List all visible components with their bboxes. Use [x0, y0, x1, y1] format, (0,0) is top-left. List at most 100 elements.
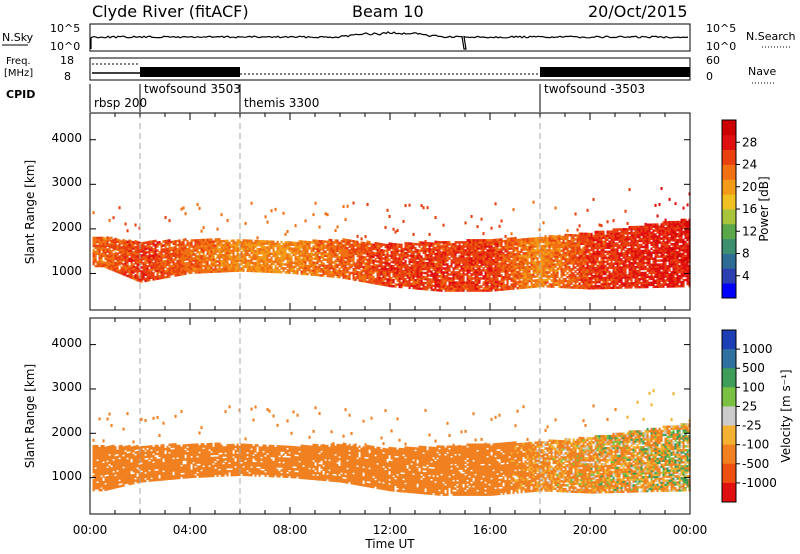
power-cell: [336, 247, 339, 250]
power-cell: [452, 277, 455, 280]
power-cell: [130, 260, 133, 263]
power-cell: [138, 259, 141, 263]
power-cell: [268, 258, 271, 261]
power-cell: [552, 235, 555, 238]
power-cell: [380, 261, 383, 264]
power-cell: [504, 255, 507, 259]
power-cell: [456, 251, 459, 254]
power-cell: [500, 240, 503, 243]
power-cell: [334, 251, 337, 254]
power-cell: [328, 260, 331, 264]
power-cell: [464, 281, 467, 284]
power-cell: [362, 243, 365, 247]
power-cell: [318, 225, 321, 229]
power-cell: [368, 246, 371, 250]
power-cell: [540, 266, 543, 270]
power-cell: [142, 247, 145, 251]
power-cell: [166, 259, 169, 263]
power-cell: [444, 257, 447, 260]
power-cell: [426, 256, 429, 259]
power-cell: [370, 247, 373, 250]
power-cell: [264, 215, 267, 219]
power-cell: [226, 255, 229, 259]
power-cell: [194, 245, 197, 248]
power-cell: [456, 241, 459, 244]
power-cell: [320, 254, 323, 257]
power-cell: [326, 268, 329, 272]
power-cell: [166, 247, 169, 251]
power-cell: [156, 259, 159, 262]
power-cell: [146, 279, 149, 282]
power-cell: [130, 268, 133, 271]
power-cell: [110, 254, 113, 257]
power-cell: [554, 247, 557, 250]
power-cell: [554, 237, 557, 240]
power-cell: [376, 242, 379, 245]
power-cell: [170, 246, 173, 250]
power-cell: [312, 271, 315, 274]
power-cell: [466, 289, 469, 292]
power-cell: [428, 270, 431, 273]
power-cell: [392, 227, 395, 231]
power-cell: [532, 251, 535, 254]
power-cell: [142, 249, 145, 253]
power-cell: [330, 255, 333, 258]
power-cell: [492, 273, 495, 276]
power-cell: [458, 265, 461, 268]
power-cell: [112, 268, 115, 272]
power-cell: [362, 273, 365, 277]
power-cell: [348, 251, 351, 254]
power-cell: [280, 257, 283, 260]
power-cell: [450, 287, 453, 290]
power-cell: [214, 250, 217, 253]
power-cell: [260, 260, 263, 263]
power-cell: [330, 271, 333, 274]
power-cell: [204, 258, 207, 262]
power-cell: [392, 255, 395, 258]
power-cell: [538, 240, 541, 244]
power-cell: [496, 272, 499, 276]
power-cell: [240, 247, 243, 250]
power-cell: [522, 276, 525, 279]
power-cell: [140, 254, 143, 257]
power-cell: [228, 257, 231, 261]
power-cell: [464, 285, 467, 288]
power-cell: [164, 262, 167, 265]
power-cell: [368, 264, 371, 268]
power-cell: [514, 271, 517, 274]
power-cell: [430, 260, 433, 263]
power-cell: [560, 235, 563, 239]
power-cell: [444, 283, 447, 286]
power-cell: [304, 242, 307, 246]
power-cell: [522, 260, 525, 263]
power-cell: [538, 228, 541, 232]
power-cell: [462, 267, 465, 270]
power-cell: [546, 245, 549, 248]
power-cell: [500, 274, 503, 277]
power-cell: [96, 246, 99, 250]
power-cell: [240, 251, 243, 254]
power-cell: [308, 263, 311, 266]
power-cell: [192, 245, 195, 248]
power-cell: [596, 264, 599, 268]
power-cell: [128, 259, 131, 262]
power-cell: [224, 253, 227, 257]
power-cell: [224, 261, 227, 265]
power-cell: [344, 248, 347, 252]
power-cell: [446, 287, 449, 290]
power-cell: [118, 245, 121, 248]
power-cell: [182, 242, 185, 246]
power-cell: [194, 259, 197, 262]
power-cell: [442, 267, 445, 270]
power-cell: [368, 248, 371, 252]
power-cell: [448, 277, 451, 280]
power-cell: [310, 263, 313, 266]
power-cell: [500, 288, 503, 291]
power-cell: [238, 259, 241, 262]
power-cell: [224, 257, 227, 261]
power-cell: [262, 244, 265, 247]
power-cell: [398, 271, 401, 274]
power-cell: [172, 242, 175, 245]
power-cell: [162, 240, 165, 243]
power-cell: [410, 244, 413, 247]
